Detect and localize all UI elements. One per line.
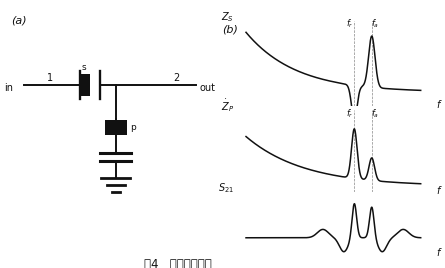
Bar xyxy=(80,74,90,96)
Text: out: out xyxy=(199,83,215,93)
Text: $Z_S$: $Z_S$ xyxy=(221,10,234,24)
Text: (b): (b) xyxy=(222,24,239,34)
Bar xyxy=(105,120,127,135)
Text: s: s xyxy=(82,63,86,72)
Text: p: p xyxy=(130,123,136,132)
Text: 图4   滤波器原理图: 图4 滤波器原理图 xyxy=(144,258,212,268)
Text: $f_r$: $f_r$ xyxy=(346,17,354,30)
Text: 1: 1 xyxy=(47,73,53,83)
Text: $f$: $f$ xyxy=(437,98,443,110)
Text: $S_{21}$: $S_{21}$ xyxy=(218,181,234,195)
Text: $f_a$: $f_a$ xyxy=(371,108,379,120)
Text: $f$: $f$ xyxy=(437,184,443,196)
Text: $f$: $f$ xyxy=(437,246,443,258)
Text: $f_r$: $f_r$ xyxy=(346,108,354,120)
Text: $f_a$: $f_a$ xyxy=(371,17,379,30)
Text: in: in xyxy=(4,83,13,93)
Text: (a): (a) xyxy=(11,16,27,25)
Text: $\dot{Z}_P$: $\dot{Z}_P$ xyxy=(221,97,234,114)
Text: 2: 2 xyxy=(174,73,180,83)
